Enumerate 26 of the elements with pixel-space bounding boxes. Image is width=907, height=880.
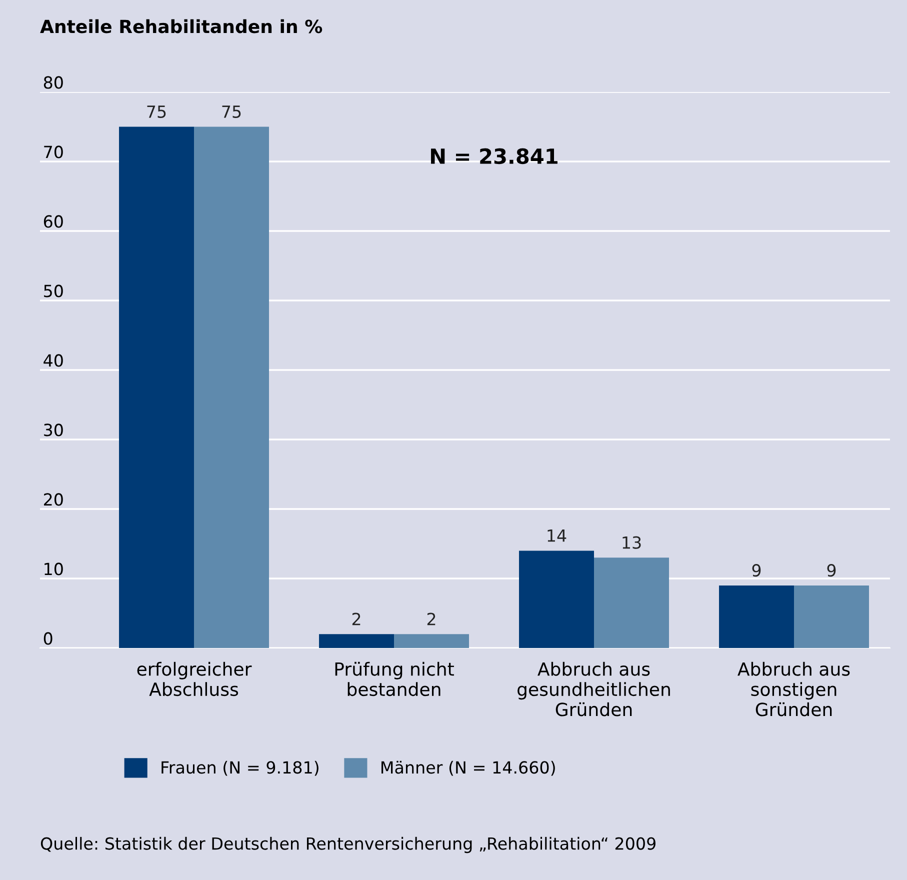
y-tick-label: 0 <box>44 632 52 645</box>
data-label: 2 <box>352 612 360 626</box>
y-tick-label: 20 <box>44 493 63 506</box>
data-label: 75 <box>147 106 166 118</box>
y-tick-label: 10 <box>44 562 63 576</box>
data-label: 13 <box>622 536 641 549</box>
data-label: 75 <box>222 106 241 118</box>
data-label: 14 <box>548 530 566 542</box>
x-tick-label: Prüfung nicht bestanden <box>335 662 454 696</box>
y-tick-label: 50 <box>44 284 63 298</box>
legend-label: Männer (N = 14.660) <box>382 760 555 776</box>
y-tick-label: 80 <box>44 76 63 89</box>
data-label: 9 <box>752 564 761 577</box>
x-tick-label: erfolgreicher Abschluss <box>137 662 252 696</box>
chart-title: Anteile Rehabilitanden in % <box>40 19 322 34</box>
data-label: 2 <box>427 612 436 626</box>
x-tick-label: Abbruch aus gesundheitlichen Gründen <box>518 662 670 716</box>
y-tick-label: 30 <box>44 424 63 436</box>
source-note: Quelle: Statistik der Deutschen Rentenversicherung „Rehabilitation“ 2009 <box>40 836 656 854</box>
y-tick-label: 60 <box>44 215 63 228</box>
y-tick-label: 40 <box>44 354 63 367</box>
data-label: 9 <box>827 564 836 577</box>
y-tick-label: 70 <box>44 146 63 158</box>
x-tick-label: Abbruch aus sonstigen Gründen <box>738 662 850 716</box>
annotation: N = 23.841 <box>431 148 558 164</box>
legend-label: Frauen (N = 9.181) <box>162 760 318 776</box>
